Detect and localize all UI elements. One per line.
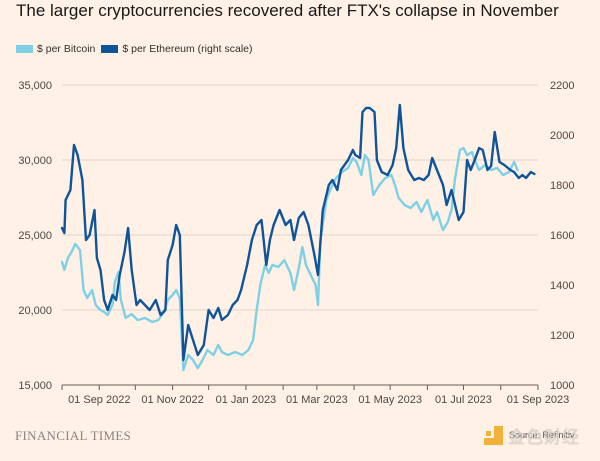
y-right-tick-label: 1400	[550, 280, 574, 292]
chart-title: The larger cryptocurrencies recovered af…	[16, 1, 559, 20]
ethereum-series-line	[60, 103, 536, 362]
y-right-tick-label: 1800	[550, 180, 574, 192]
y-right-tick-label: 2000	[550, 130, 574, 142]
y-left-tick-label: 30,000	[18, 155, 52, 167]
y-right-tick-label: 1200	[550, 330, 574, 342]
x-tick-label: 01 Jul 2023	[435, 394, 492, 406]
x-tick-label: 01 Mar 2023	[286, 394, 348, 406]
bitcoin-series-line	[60, 146, 519, 372]
y-left-tick-label: 25,000	[18, 230, 52, 242]
gridlines	[62, 84, 538, 311]
axes: 35,000 30,000 25,000 20,000 15,000 2200 2000 18…	[18, 80, 574, 406]
financial-times-logo: FINANCIAL TIMES	[15, 428, 132, 443]
legend-swatch-bitcoin	[16, 45, 33, 53]
series-lines	[60, 103, 536, 372]
legend-label-bitcoin: $ per Bitcoin	[37, 43, 96, 55]
legend-item-bitcoin: $ per Bitcoin	[16, 43, 95, 55]
x-tick-label: 01 Sep 2022	[68, 394, 130, 406]
source-note: Source: Refinitiv	[509, 430, 575, 440]
x-tick-label: 01 Nov 2022	[141, 394, 203, 406]
y-left-tick-label: 20,000	[18, 305, 52, 317]
legend: $ per Bitcoin $ per Ethereum (right scal…	[16, 43, 253, 55]
legend-item-ethereum: $ per Ethereum (right scale)	[101, 43, 253, 55]
x-tick-label: 01 Sep 2023	[507, 394, 569, 406]
x-tick-label: 01 May 2023	[358, 394, 422, 406]
watermark: 金色财经	[484, 423, 580, 448]
y-right-tick-label: 2200	[550, 80, 574, 92]
legend-label-ethereum: $ per Ethereum (right scale)	[122, 43, 253, 55]
watermark-text: 金色财经	[508, 428, 580, 448]
x-tick-label: 01 Jan 2023	[216, 394, 277, 406]
watermark-logo-icon	[484, 425, 504, 446]
legend-swatch-ethereum	[101, 45, 119, 53]
y-left-tick-label: 35,000	[18, 80, 52, 92]
y-left-tick-label: 15,000	[18, 380, 52, 392]
y-right-tick-label: 1000	[550, 380, 574, 392]
y-right-tick-label: 1600	[550, 230, 574, 242]
